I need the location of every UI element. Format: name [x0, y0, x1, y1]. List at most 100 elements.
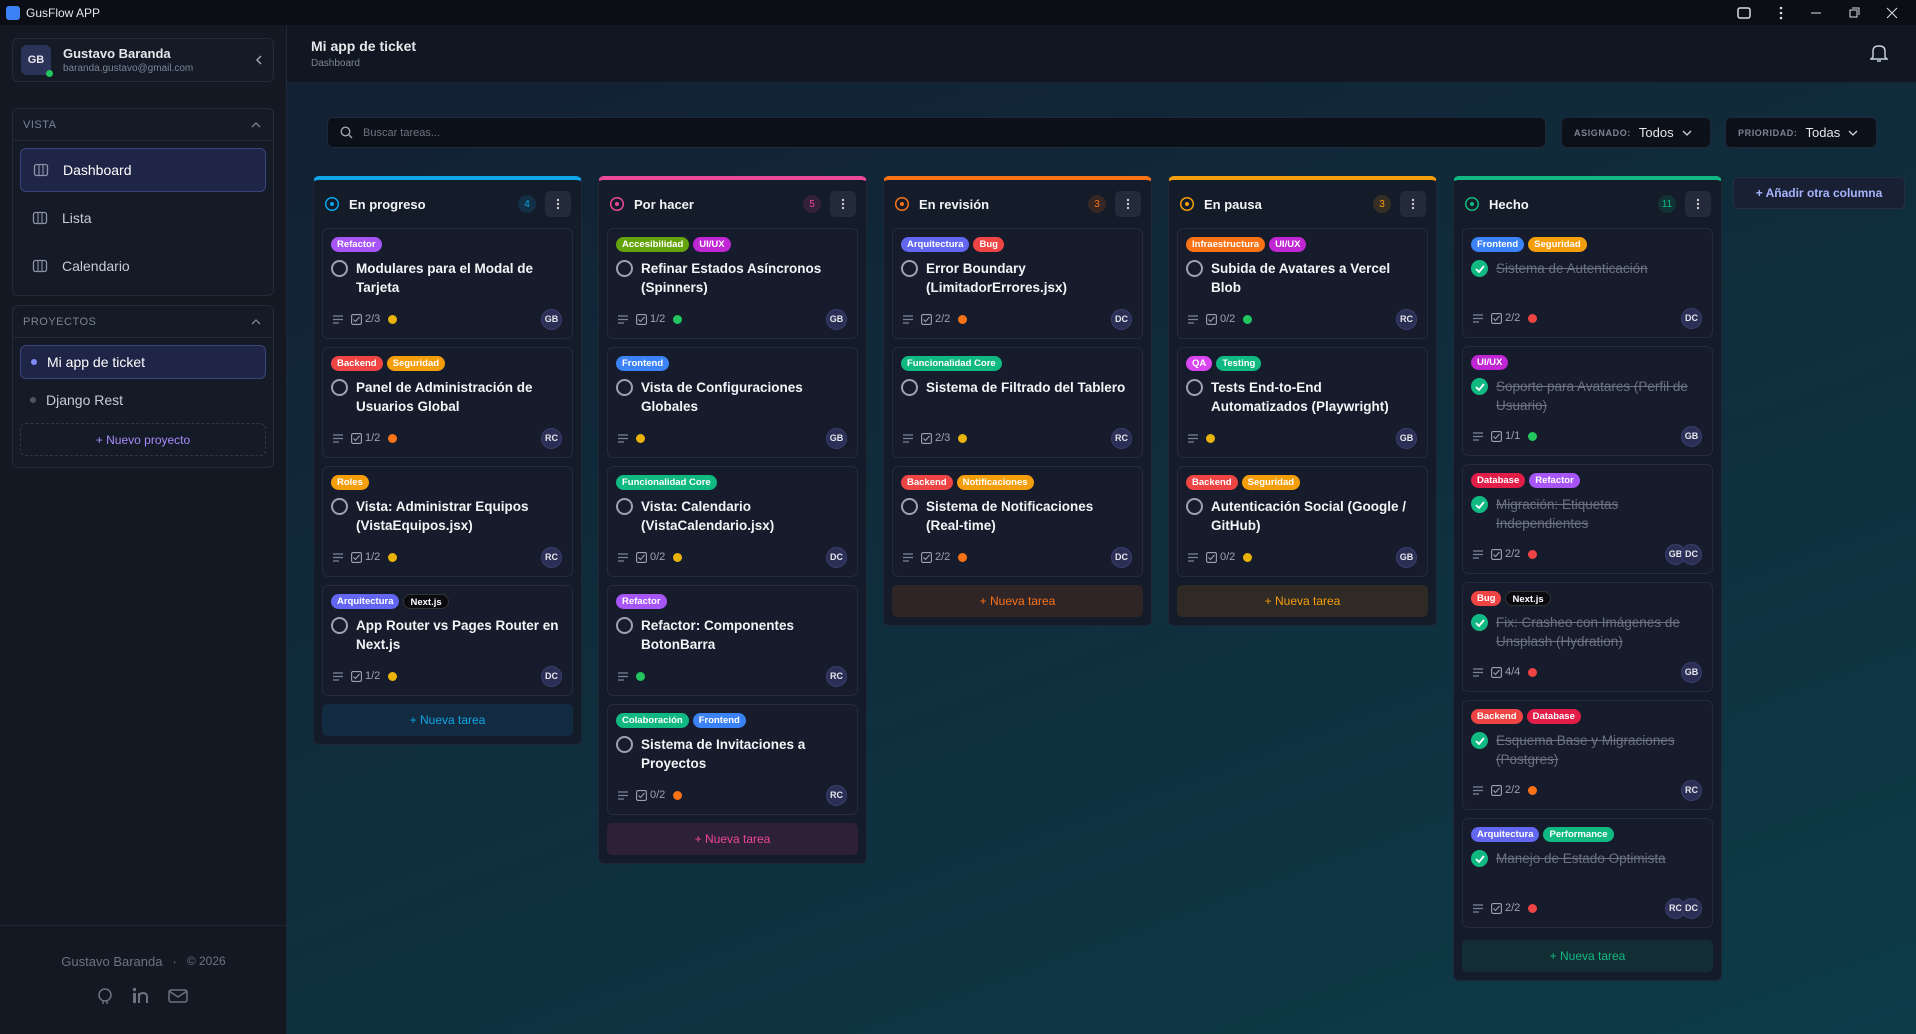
task-card[interactable]: Backend Seguridad Panel de Administración … — [322, 347, 573, 458]
column: Por hacer 5 Accesibilidad UI/UX Refinar Esta… — [598, 176, 867, 864]
projects-section-header[interactable]: PROYECTOS — [13, 306, 273, 338]
status-checkbox[interactable] — [1471, 614, 1488, 631]
card-meta: 2/3 GB — [333, 308, 562, 330]
minimize-button[interactable] — [1810, 7, 1822, 19]
nav-item[interactable]: Lista — [20, 196, 266, 240]
new-task-button[interactable]: + Nueva tarea — [607, 823, 858, 855]
tags: UI/UX — [1471, 355, 1702, 371]
column-menu[interactable] — [545, 191, 571, 217]
task-card[interactable]: Arquitectura Performance Manejo de Estado … — [1462, 818, 1713, 928]
nav-item[interactable]: Dashboard — [20, 148, 266, 192]
task-card[interactable]: Frontend Vista de Configuraciones Globale… — [607, 347, 858, 458]
email-link[interactable] — [168, 987, 188, 1005]
checklist-icon — [1491, 784, 1502, 796]
new-project-button[interactable]: + Nuevo proyecto — [20, 423, 266, 456]
status-checkbox[interactable] — [1186, 260, 1203, 277]
task-card[interactable]: Bug Next.js Fix: Crasheo con Imágenes de U… — [1462, 582, 1713, 692]
tags: Funcionalidad Core — [616, 475, 847, 491]
nav-item[interactable]: Calendario — [20, 244, 266, 288]
checklist-icon — [636, 789, 647, 801]
task-card[interactable]: Funcionalidad Core Sistema de Filtrado de… — [892, 347, 1143, 458]
project-item[interactable]: Django Rest — [20, 383, 266, 417]
task-card[interactable]: Frontend Seguridad Sistema de Autenticació… — [1462, 228, 1713, 338]
assignee-avatar: DC — [1681, 307, 1702, 329]
status-checkbox[interactable] — [1471, 496, 1488, 513]
menu-icon[interactable] — [1778, 6, 1784, 20]
github-link[interactable] — [96, 987, 114, 1005]
breadcrumb: Dashboard — [311, 58, 360, 69]
extensions-icon[interactable] — [1736, 6, 1752, 20]
description-icon — [333, 314, 343, 324]
assignees: GB — [1681, 425, 1702, 447]
maximize-button[interactable] — [1848, 7, 1860, 19]
column-menu[interactable] — [1685, 191, 1711, 217]
task-card[interactable]: Backend Database Esquema Base y Migracione… — [1462, 700, 1713, 810]
status-checkbox[interactable] — [1471, 732, 1488, 749]
status-checkbox[interactable] — [331, 617, 348, 634]
status-checkbox[interactable] — [901, 379, 918, 396]
column-menu[interactable] — [830, 191, 856, 217]
column-menu[interactable] — [1400, 191, 1426, 217]
status-checkbox[interactable] — [616, 617, 633, 634]
column-menu[interactable] — [1115, 191, 1141, 217]
task-card[interactable]: Arquitectura Next.js App Router vs Pages R… — [322, 585, 573, 696]
filter-dropdown[interactable]: ASIGNADO: Todos — [1561, 117, 1711, 148]
task-card[interactable]: Funcionalidad Core Vista: Calendario (Vis… — [607, 466, 858, 577]
user-card[interactable]: GB Gustavo Baranda baranda.gustavo@gmail… — [12, 38, 274, 82]
task-card[interactable]: Database Refactor Migración: Etiquetas Ind… — [1462, 464, 1713, 574]
status-checkbox[interactable] — [331, 379, 348, 396]
task-card[interactable]: Refactor Refactor: Componentes BotonBarra… — [607, 585, 858, 696]
card-title: Tests End-to-End Automatizados (Playwrig… — [1211, 380, 1389, 414]
checklist-count: 0/2 — [650, 551, 666, 563]
column-count: 11 — [1658, 195, 1676, 213]
task-card[interactable]: UI/UX Soporte para Avatares (Perfil de Us… — [1462, 346, 1713, 456]
task-card[interactable]: Refactor Modulares para el Modal de Tarje… — [322, 228, 573, 339]
status-checkbox[interactable] — [616, 498, 633, 515]
title-row: Refinar Estados Asíncronos (Spinners) — [616, 259, 847, 297]
task-card[interactable]: Colaboración Frontend Sistema de Invitacio… — [607, 704, 858, 815]
status-checkbox[interactable] — [616, 379, 633, 396]
add-column-button[interactable]: + Añadir otra columna — [1733, 177, 1905, 209]
close-button[interactable] — [1886, 7, 1898, 19]
task-card[interactable]: Roles Vista: Administrar Equipos (VistaEq… — [322, 466, 573, 577]
checklist: 1/1 — [1491, 430, 1520, 442]
project-item[interactable]: Mi app de ticket — [20, 345, 266, 379]
new-task-button[interactable]: + Nueva tarea — [1462, 940, 1713, 972]
checklist-count: 2/2 — [935, 313, 951, 325]
checklist-count: 0/2 — [650, 789, 666, 801]
status-checkbox[interactable] — [331, 260, 348, 277]
tags: Refactor — [331, 237, 562, 253]
notifications-button[interactable] — [1870, 43, 1888, 63]
title-row: Sistema de Notificaciones (Real-time) — [901, 497, 1132, 535]
status-checkbox[interactable] — [1471, 378, 1488, 395]
new-task-button[interactable]: + Nueva tarea — [322, 704, 573, 736]
status-checkbox[interactable] — [1186, 379, 1203, 396]
status-checkbox[interactable] — [1471, 850, 1488, 867]
status-checkbox[interactable] — [331, 498, 348, 515]
status-checkbox[interactable] — [1471, 260, 1488, 277]
linkedin-link[interactable] — [132, 987, 150, 1005]
new-task-button[interactable]: + Nueva tarea — [892, 585, 1143, 617]
task-card[interactable]: Arquitectura Bug Error Boundary (Limitador… — [892, 228, 1143, 339]
description-icon — [903, 314, 913, 324]
status-checkbox[interactable] — [616, 260, 633, 277]
task-card[interactable]: Infraestructura UI/UX Subida de Avatares a… — [1177, 228, 1428, 339]
view-section-header[interactable]: VISTA — [13, 109, 273, 141]
new-task-button[interactable]: + Nueva tarea — [1177, 585, 1428, 617]
checklist: 2/3 — [351, 313, 380, 325]
task-card[interactable]: Accesibilidad UI/UX Refinar Estados Asíncr… — [607, 228, 858, 339]
status-checkbox[interactable] — [616, 736, 633, 753]
task-card[interactable]: Backend Seguridad Autenticación Social (Go… — [1177, 466, 1428, 577]
task-card[interactable]: Backend Notificaciones Sistema de Notifica… — [892, 466, 1143, 577]
status-checkbox[interactable] — [901, 498, 918, 515]
search-placeholder: Buscar tareas... — [363, 126, 441, 139]
assignee-avatar: DC — [1681, 543, 1702, 565]
task-card[interactable]: QA Testing Tests End-to-End Automatizados … — [1177, 347, 1428, 458]
filter-dropdown[interactable]: PRIORIDAD: Todas — [1725, 117, 1877, 148]
column-icon — [609, 196, 625, 212]
priority-dot — [1528, 667, 1538, 677]
status-checkbox[interactable] — [901, 260, 918, 277]
collapse-sidebar[interactable] — [253, 54, 265, 66]
search-input[interactable]: Buscar tareas... — [327, 117, 1546, 148]
status-checkbox[interactable] — [1186, 498, 1203, 515]
